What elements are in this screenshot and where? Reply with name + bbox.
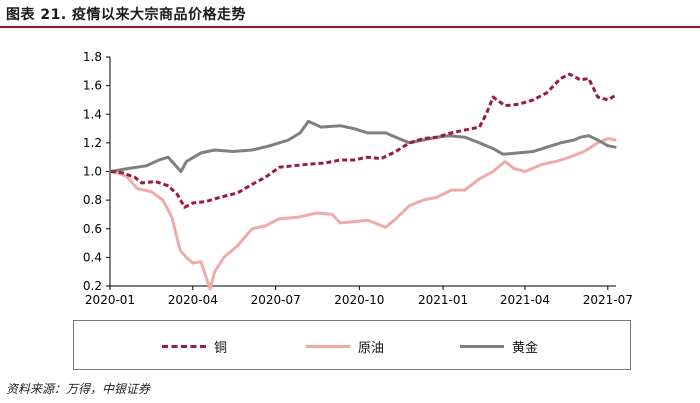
y-tick-label: 1.6: [83, 79, 102, 93]
y-tick-label: 0.8: [83, 193, 102, 207]
series-line-copper: [110, 72, 616, 209]
legend-item-oil: 原油: [306, 337, 385, 356]
series-line-gold: [109, 119, 617, 173]
commodity-price-chart: 0.2 0.4 0.6 0.8 1.0 1.2 1.4 1.6 1.8 2020-01 2020-0…: [83, 50, 633, 307]
y-tick-label: 0.4: [83, 250, 102, 264]
y-tick-label: 0.6: [83, 222, 102, 236]
legend-label-oil: 原油: [358, 340, 385, 356]
title-underline: [0, 26, 700, 28]
legend-swatch-gold: [460, 344, 504, 348]
legend-item-copper: 铜: [162, 337, 228, 356]
legend-swatch-copper: [162, 344, 206, 348]
legend-label-copper: 铜: [214, 340, 228, 356]
y-tick-label: 0.2: [83, 279, 102, 293]
legend-item-gold: 黄金: [460, 337, 539, 356]
x-tick-label: 2021-01: [418, 293, 468, 307]
chart-legend: 铜 原油 黄金: [73, 320, 631, 370]
legend-label-gold: 黄金: [512, 340, 539, 356]
y-tick-label: 1.0: [83, 165, 102, 179]
series-line-oil: [109, 137, 617, 291]
x-tick-label: 2021-04: [500, 293, 550, 307]
x-tick-label: 2020-01: [85, 293, 135, 307]
y-tick-label: 1.4: [83, 107, 102, 121]
figure-title: 图表 21. 疫情以来大宗商品价格走势: [6, 7, 247, 23]
x-tick-label: 2020-10: [334, 293, 384, 307]
x-tick-label: 2021-07: [583, 293, 633, 307]
figure-header: 图表 21. 疫情以来大宗商品价格走势: [0, 0, 700, 30]
legend-swatch-oil: [306, 344, 350, 348]
y-tick-label: 1.8: [83, 50, 102, 64]
x-tick-label: 2020-04: [168, 293, 218, 307]
x-tick-label: 2020-07: [251, 293, 301, 307]
source-note: 资料来源：万得，中银证券: [6, 382, 151, 396]
y-tick-label: 1.2: [83, 136, 102, 150]
